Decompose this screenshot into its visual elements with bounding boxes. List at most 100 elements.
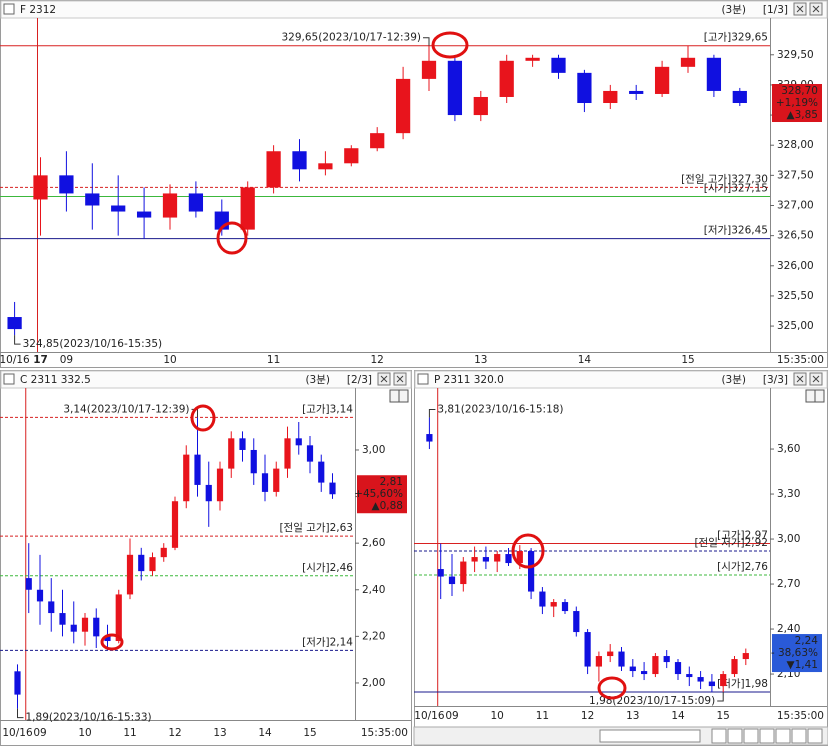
y-tick-label: 3,00 <box>777 533 800 545</box>
candle-body <box>561 602 569 612</box>
candle-body <box>292 151 307 170</box>
y-tick-label: 2,20 <box>362 630 385 642</box>
last-price-box <box>357 475 407 514</box>
highlight-circle <box>100 633 124 651</box>
candle-body <box>448 576 456 585</box>
panel-page: [2/3] <box>347 374 372 386</box>
toolbar-button[interactable] <box>727 728 743 744</box>
last-price-text: - 38,63% <box>771 647 818 659</box>
candle-body <box>59 613 66 625</box>
candle-body <box>482 557 490 562</box>
y-tick-label: 326,50 <box>777 230 814 242</box>
x-tick-label: 15 <box>681 354 694 366</box>
reference-label: [시가]2,46 <box>302 562 353 574</box>
highlight-circle <box>190 404 216 432</box>
scroll-thumb[interactable] <box>599 729 701 743</box>
candle-body <box>111 205 126 212</box>
candle-body <box>708 681 716 687</box>
x-tick-label: 10 <box>491 710 504 722</box>
candle-body <box>706 57 722 91</box>
candle-body <box>239 438 246 450</box>
candle-body <box>473 96 488 116</box>
x-tick-label: 10 <box>163 354 176 366</box>
reference-label: [시가]327,15 <box>704 182 768 194</box>
y-tick-label: 2,00 <box>362 677 385 689</box>
y-tick-label: 327,50 <box>777 169 814 181</box>
candle-body <box>250 449 257 474</box>
y-tick-label: 325,50 <box>777 290 814 302</box>
y-tick-label: 329,50 <box>777 49 814 61</box>
toolbar-button[interactable] <box>759 728 775 744</box>
candle-body <box>126 554 134 595</box>
candle-body <box>85 193 100 206</box>
x-tick-label: 13 <box>213 727 226 739</box>
x-tick-label: 10/16 <box>0 354 30 366</box>
time-label: 15:35:00 <box>777 354 824 366</box>
x-tick-label: 14 <box>578 354 592 366</box>
candle-body <box>14 671 21 695</box>
candle-body <box>640 671 648 675</box>
annotation: 3,14(2023/10/17-12:39) <box>63 403 189 415</box>
toolbar-button[interactable] <box>743 728 759 744</box>
x-tick-label: 11 <box>267 354 280 366</box>
y-tick-label: 3,60 <box>777 443 800 455</box>
x-tick-label: 09 <box>60 354 73 366</box>
candle-body <box>577 72 592 104</box>
candle-body <box>539 591 546 607</box>
candle-body <box>686 674 693 678</box>
candle-body <box>7 317 22 330</box>
candle-body <box>188 193 204 212</box>
candle-body <box>595 656 603 667</box>
candle-body <box>663 656 670 663</box>
candle-body <box>652 656 659 675</box>
candle-body <box>460 561 467 585</box>
y-tick-label: 3,30 <box>777 488 800 500</box>
highlight-circle <box>597 676 627 700</box>
annotation-pointer <box>717 692 724 702</box>
candle-body <box>329 482 336 495</box>
reference-label: [전일 저가]2,92 <box>694 536 768 549</box>
last-price-text: ▲0,88 <box>372 500 403 512</box>
x-tick-label: 10 <box>78 727 91 739</box>
annotation: 329,65(2023/10/17-12:39) <box>282 32 422 44</box>
time-label: 15:35:00 <box>361 727 408 739</box>
select-checkbox[interactable] <box>3 3 15 15</box>
reference-label: [시가]2,76 <box>717 561 768 573</box>
x-tick-label: 15 <box>717 710 730 722</box>
highlight-circle <box>216 221 248 255</box>
x-tick-label: 17 <box>33 354 48 366</box>
candle-body <box>149 557 156 572</box>
candle-body <box>36 589 44 602</box>
panel-page: [3/3] <box>763 374 788 386</box>
candle-body <box>516 551 523 564</box>
select-checkbox[interactable] <box>3 373 15 385</box>
last-price-text: ▼1,41 <box>787 659 818 671</box>
candle-body <box>654 66 670 94</box>
candle-body <box>742 653 749 660</box>
candle-body <box>318 163 333 170</box>
candle-body <box>33 175 48 200</box>
candle-body <box>266 151 281 188</box>
candle-body <box>25 578 32 590</box>
candle-body <box>205 484 212 502</box>
y-tick-label: 3,00 <box>362 444 385 456</box>
select-checkbox[interactable] <box>417 373 429 385</box>
panel-header <box>414 370 828 389</box>
panel-header <box>0 0 828 19</box>
time-label: 15:35:00 <box>777 710 824 722</box>
last-price-text: +45,60% <box>354 488 403 500</box>
candle-body <box>421 60 437 79</box>
candle-body <box>551 57 566 73</box>
candle-body <box>731 659 738 675</box>
x-tick-label: 09 <box>33 727 46 739</box>
candle-body <box>370 133 385 149</box>
toolbar-button[interactable] <box>711 728 727 744</box>
toolbar-button[interactable] <box>807 728 823 744</box>
highlight-circle <box>511 533 545 569</box>
candle-body <box>697 677 704 682</box>
candle-body <box>607 651 614 657</box>
candle-body <box>216 468 224 502</box>
candle-body <box>674 662 682 675</box>
toolbar-button[interactable] <box>791 728 807 744</box>
toolbar-button[interactable] <box>775 728 791 744</box>
